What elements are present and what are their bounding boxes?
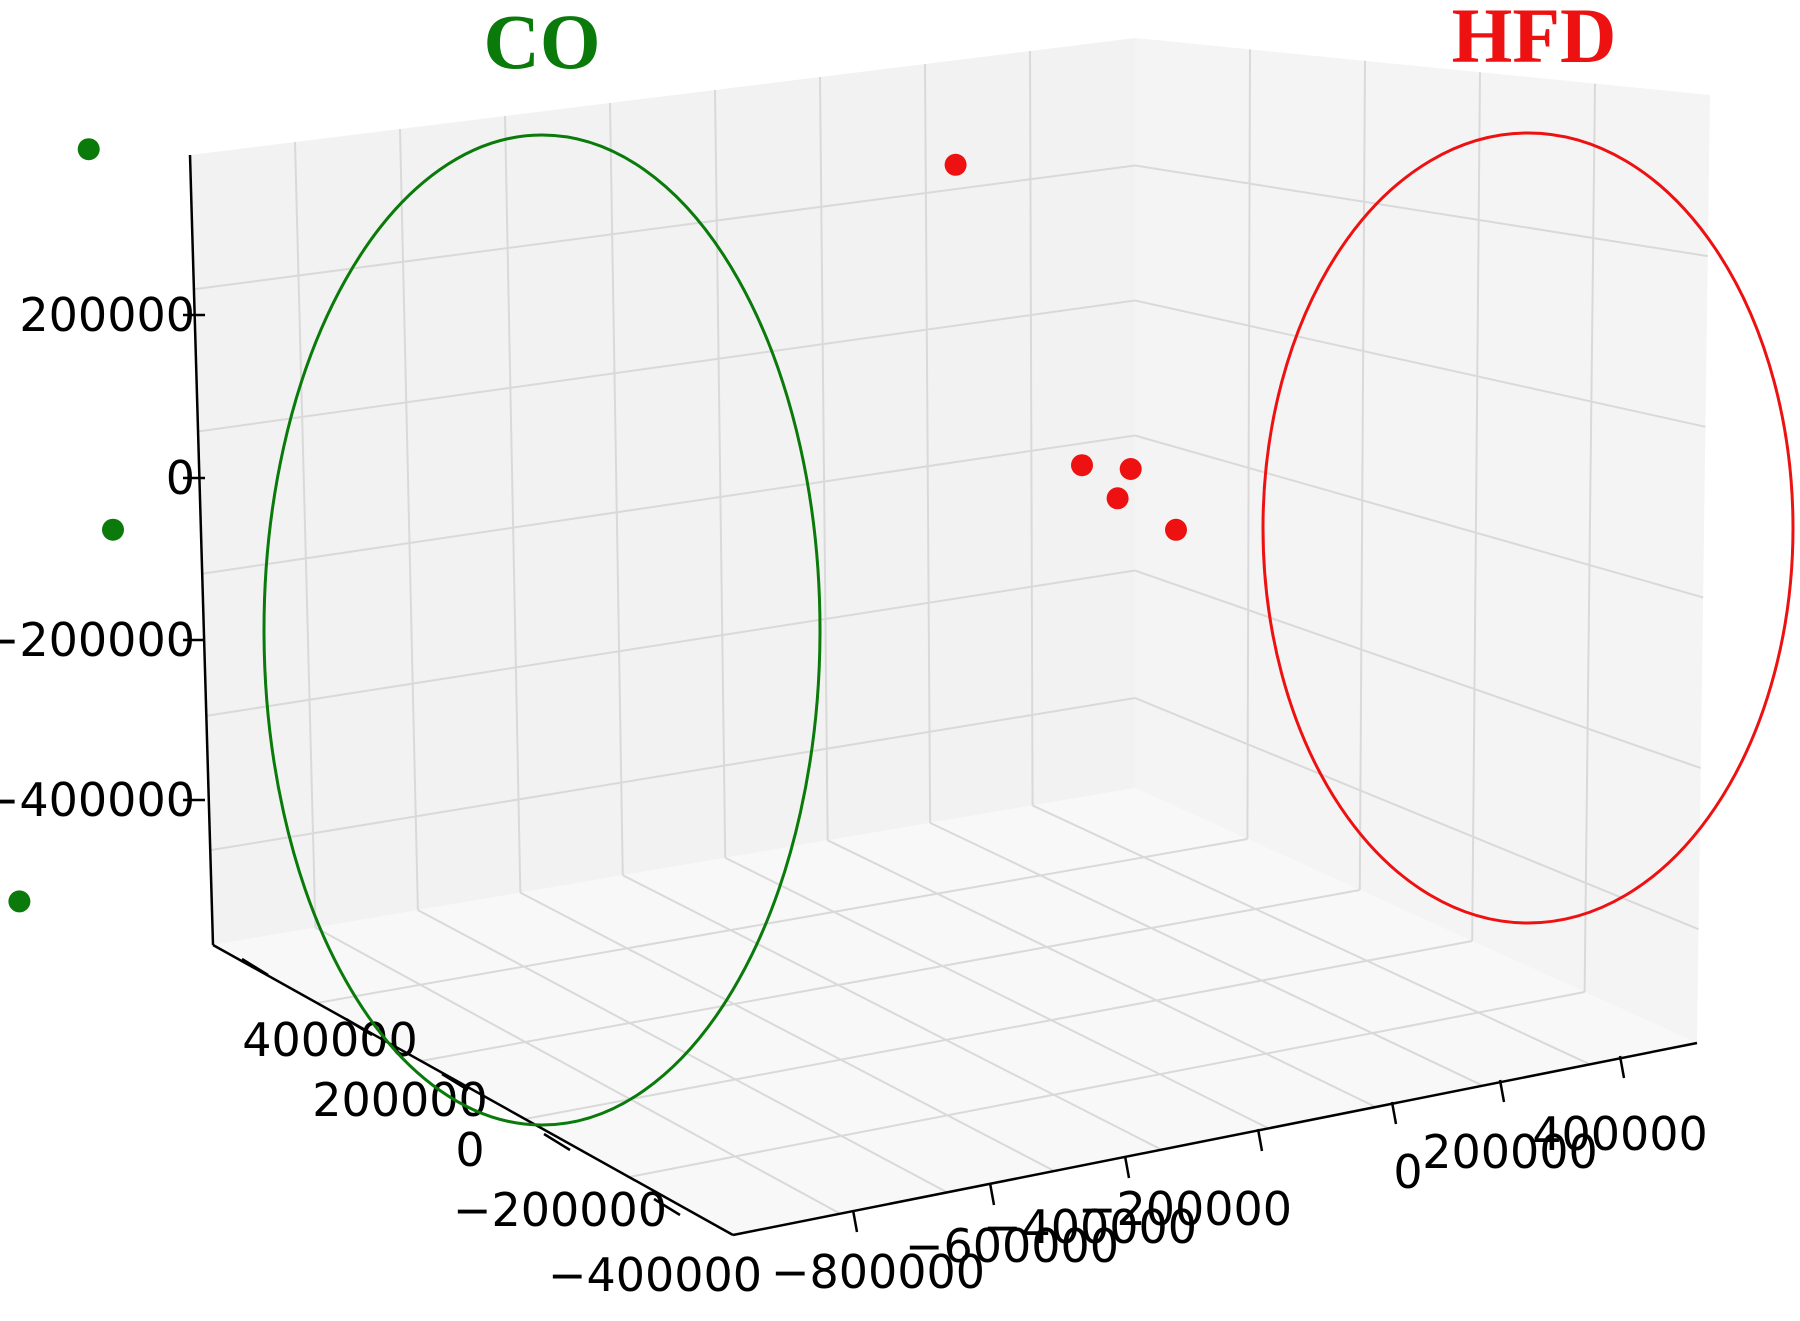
- y-tick-mark: [653, 1197, 681, 1217]
- x-tick-mark: [1498, 1079, 1506, 1103]
- grid-line: [609, 102, 624, 876]
- x-tick-mark: [988, 1182, 996, 1206]
- grid-line: [819, 76, 829, 841]
- x-tick-mark: [1123, 1155, 1131, 1179]
- grid-line: [827, 839, 1377, 1108]
- y-tick-mark: [345, 1017, 373, 1037]
- group-label-layer: CO HFD: [484, 0, 1617, 85]
- grid-line: [399, 128, 419, 911]
- x-tick-label: 400000: [1532, 1107, 1708, 1161]
- grid-line: [504, 115, 522, 893]
- grid-line: [1134, 697, 1699, 931]
- grid-line: [1471, 72, 1481, 942]
- data-point: [8, 890, 31, 913]
- grid-line: [210, 697, 1136, 852]
- grid-line: [1358, 60, 1366, 891]
- y-tick-label: −400000: [548, 1248, 762, 1302]
- grid-line: [1032, 804, 1591, 1066]
- left-pane: [190, 38, 1135, 945]
- cluster-ellipse: [262, 133, 822, 1127]
- z-tick-label: −200000: [0, 613, 195, 667]
- grid-line: [202, 434, 1136, 575]
- x-tick-label: −800000: [771, 1245, 985, 1299]
- grid-line: [622, 874, 1162, 1151]
- x-tick-label: −200000: [1078, 1182, 1292, 1236]
- y-tick-label: 0: [455, 1123, 484, 1177]
- grid-line: [197, 299, 1136, 433]
- y-axis-line: [212, 943, 734, 1237]
- x-tick-mark: [851, 1209, 859, 1233]
- grid-line: [714, 89, 727, 858]
- grid-line: [628, 991, 1585, 1178]
- data-point: [77, 138, 100, 161]
- data-point: [1119, 458, 1142, 480]
- pane-group: [190, 38, 1710, 1235]
- grid-line: [1029, 50, 1034, 806]
- y-tick-label: −200000: [453, 1183, 667, 1237]
- z-axis-line: [188, 154, 215, 946]
- y-tick-label: 400000: [242, 1013, 418, 1067]
- tick-layer: 2000000−200000−4000004000002000000−20000…: [0, 288, 1708, 1302]
- x-tick-label: −400000: [983, 1200, 1197, 1254]
- grid-line: [206, 569, 1136, 717]
- ellipse-layer: [262, 131, 1795, 1127]
- y-tick-mark: [543, 1132, 571, 1152]
- x-axis-line: [732, 1041, 1698, 1237]
- data-point: [1071, 454, 1093, 477]
- x-tick-label: −600000: [905, 1219, 1119, 1273]
- group-label: HFD: [1452, 0, 1617, 79]
- grid-line: [1246, 49, 1251, 840]
- x-tick-mark: [1618, 1055, 1626, 1079]
- z-tick-label: 0: [166, 451, 195, 505]
- axes: [188, 154, 1698, 1237]
- grid-line: [1134, 299, 1706, 428]
- grid-line: [929, 821, 1484, 1087]
- grid-line: [417, 909, 948, 1194]
- z-tick-label: −400000: [0, 773, 195, 827]
- grid-line: [1134, 434, 1704, 599]
- data-point: [1106, 487, 1129, 510]
- grid-line: [924, 63, 932, 823]
- points-layer: [8, 138, 1187, 913]
- data-point: [944, 153, 967, 176]
- grid-line: [724, 856, 1270, 1130]
- z-tick-label: 200000: [19, 288, 195, 342]
- group-label: CO: [484, 0, 601, 85]
- grid-line: [1134, 164, 1708, 258]
- x-tick-mark: [1390, 1101, 1398, 1125]
- x-tick-mark: [1256, 1128, 1264, 1152]
- grid-line: [524, 940, 1473, 1120]
- grid-line: [519, 891, 1055, 1172]
- data-point: [1165, 518, 1187, 541]
- right-pane: [1135, 38, 1710, 1043]
- floor-pane: [213, 788, 1697, 1235]
- grid-line: [420, 889, 1360, 1062]
- y-tick-mark: [241, 957, 269, 977]
- grid-line: [1583, 83, 1596, 993]
- grid-line: [316, 838, 1248, 1004]
- grid-line: [314, 926, 841, 1215]
- x-tick-label: 200000: [1422, 1125, 1598, 1179]
- grid-line: [294, 141, 317, 928]
- grid-line: [1134, 569, 1702, 770]
- y-tick-mark: [441, 1072, 469, 1092]
- y-tick-label: 200000: [312, 1073, 488, 1127]
- data-point: [102, 518, 124, 541]
- x-tick-label: 0: [1393, 1145, 1422, 1199]
- cluster-ellipse: [1261, 131, 1795, 925]
